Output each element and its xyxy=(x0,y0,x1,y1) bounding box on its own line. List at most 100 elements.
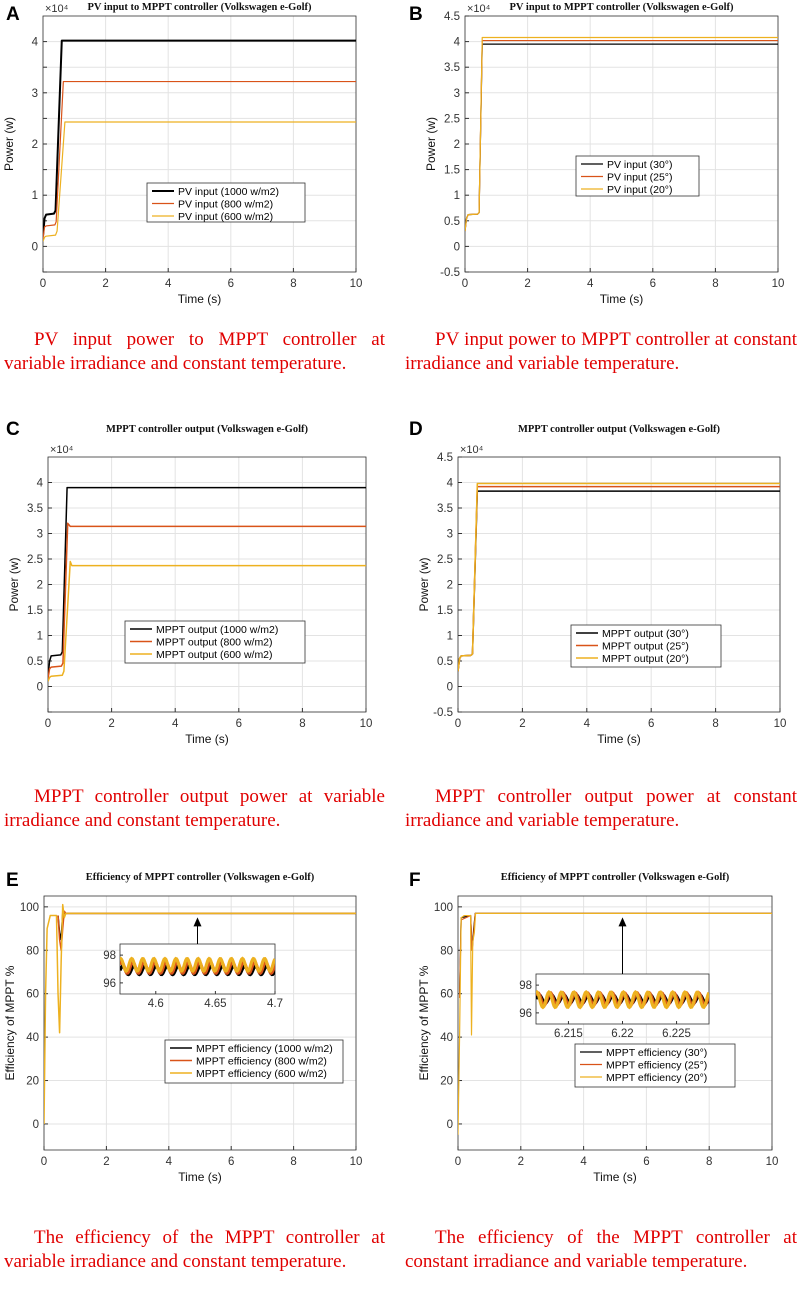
x-tick-label: 0 xyxy=(455,1156,461,1168)
chart-d: MPPT controller output (Volkswagen e-Gol… xyxy=(417,424,787,746)
y-tick-label: 20 xyxy=(26,1076,39,1088)
y-tick-label: 80 xyxy=(26,945,39,957)
chart-title: MPPT controller output (Volkswagen e-Gol… xyxy=(518,424,721,435)
legend-label-2: MPPT output (25°) xyxy=(602,640,689,652)
x-tick-label: 8 xyxy=(712,278,718,290)
x-tick-label: 6 xyxy=(228,278,234,290)
y-axis-label: Efficiency of MPPT % xyxy=(417,965,431,1080)
series-group xyxy=(48,486,366,682)
x-tick-label: 8 xyxy=(299,718,305,730)
x-axis-label: Time (s) xyxy=(178,292,222,306)
y-tick-label: 0 xyxy=(32,241,38,253)
series-line-1 xyxy=(57,912,356,941)
legend: MPPT efficiency (1000 w/m2)MPPT efficien… xyxy=(164,1039,344,1084)
y-tick-label: 1 xyxy=(447,631,453,643)
grid xyxy=(43,896,357,1150)
caption-e: The efficiency of the MPPT controller at… xyxy=(4,1226,385,1274)
y-tick-label: 1.5 xyxy=(437,605,453,617)
legend-label-1: PV input (30°) xyxy=(607,159,672,171)
panel-letter-f: F xyxy=(409,870,421,891)
grid xyxy=(457,456,781,713)
legend-label-2: PV input (25°) xyxy=(607,171,672,183)
x-tick-label: 2 xyxy=(103,1156,109,1168)
inset-lines xyxy=(120,956,275,977)
legend-label-3: MPPT efficiency (20°) xyxy=(606,1072,707,1084)
series-group xyxy=(458,912,772,1135)
y-tick-label: -0.5 xyxy=(440,267,460,279)
series-line-1 xyxy=(465,43,778,232)
x-axis-label: Time (s) xyxy=(597,732,641,746)
series-line-1 xyxy=(43,39,356,237)
y-tick-label: 1 xyxy=(454,190,460,202)
panel-a: A PV input to MPPT controller (Volkswage… xyxy=(0,0,400,310)
caption-f-text: The efficiency of the MPPT controller at… xyxy=(405,1227,797,1272)
x-axis-label: Time (s) xyxy=(600,292,644,306)
y-tick-label: 4 xyxy=(32,37,39,49)
caption-b: PV input power to MPPT controller at con… xyxy=(405,328,797,376)
y-tick-label: 2.5 xyxy=(437,554,453,566)
series-line-3 xyxy=(44,903,356,1124)
y-tick-label: 2 xyxy=(32,139,38,151)
x-tick-label: 6 xyxy=(228,1156,234,1168)
inset-y-tick-label: 98 xyxy=(103,950,116,962)
y-tick-label: 1 xyxy=(37,631,43,643)
x-tick-label: 6 xyxy=(650,278,656,290)
y-tick-label: 4.5 xyxy=(437,452,453,464)
x-tick-label: 0 xyxy=(455,718,461,730)
y-tick-label: 40 xyxy=(26,1032,39,1044)
plot-frame xyxy=(43,895,357,1151)
y-tick-label: 2.5 xyxy=(27,554,43,566)
y-axis-label: Power (w) xyxy=(417,557,431,611)
legend-label-3: MPPT output (20°) xyxy=(602,653,689,665)
y-axis-label: Power (w) xyxy=(424,117,438,171)
series-line-3 xyxy=(458,482,780,672)
y-tick-label: 1 xyxy=(32,190,38,202)
caption-a-text: PV input power to MPPT controller at var… xyxy=(4,329,385,374)
y-tick-label: 0.5 xyxy=(437,656,453,668)
x-axis-label: Time (s) xyxy=(185,732,229,746)
y-exponent: ×10⁴ xyxy=(460,444,484,456)
y-tick-label: 2 xyxy=(37,580,43,592)
series-line-3 xyxy=(43,121,356,242)
caption-c: MPPT controller output power at variable… xyxy=(4,785,385,833)
chart-b: PV input to MPPT controller (Volkswagen … xyxy=(424,2,785,306)
x-tick-label: 4 xyxy=(166,1156,173,1168)
series-line-2 xyxy=(48,522,366,679)
series-group xyxy=(465,36,778,232)
y-exponent: ×10⁴ xyxy=(50,444,74,456)
x-tick-label: 10 xyxy=(774,718,787,730)
x-tick-label: 2 xyxy=(102,278,108,290)
grid xyxy=(42,16,357,273)
legend-box xyxy=(124,620,306,664)
legend-label-2: MPPT efficiency (25°) xyxy=(606,1059,707,1071)
chart-title: PV input to MPPT controller (Volkswagen … xyxy=(88,2,313,13)
x-tick-label: 10 xyxy=(350,1156,363,1168)
y-tick-label: 4 xyxy=(447,478,454,490)
y-tick-label: 0 xyxy=(33,1119,39,1131)
chart-c: MPPT controller output (Volkswagen e-Gol… xyxy=(7,424,372,746)
y-tick-label: 1.5 xyxy=(444,165,460,177)
caption-d-text: MPPT controller output power at constant… xyxy=(405,786,797,831)
x-tick-label: 10 xyxy=(772,278,785,290)
legend: MPPT output (30°)MPPT output (25°)MPPT o… xyxy=(570,624,722,668)
legend-box xyxy=(164,1039,344,1084)
y-exponent: ×10⁴ xyxy=(467,3,491,15)
y-tick-label: 0 xyxy=(447,682,453,694)
legend-label-1: MPPT efficiency (30°) xyxy=(606,1047,707,1059)
y-tick-label: 4 xyxy=(37,478,44,490)
series-group xyxy=(44,903,356,1124)
inset-x-tick-label: 6.22 xyxy=(611,1028,633,1040)
x-tick-label: 6 xyxy=(648,718,654,730)
x-tick-label: 10 xyxy=(350,278,363,290)
x-axis-label: Time (s) xyxy=(178,1170,222,1184)
chart-a: PV input to MPPT controller (Volkswagen … xyxy=(2,2,363,306)
x-tick-label: 8 xyxy=(706,1156,712,1168)
inset-y-tick-label: 96 xyxy=(103,978,116,990)
panel-letter-d: D xyxy=(409,419,423,440)
x-tick-label: 2 xyxy=(518,1156,524,1168)
panel-d: D MPPT controller output (Volkswagen e-G… xyxy=(403,415,803,770)
inset-x-tick-label: 4.7 xyxy=(267,998,283,1010)
y-tick-label: 1.5 xyxy=(27,605,43,617)
y-tick-label: 0 xyxy=(454,241,460,253)
x-tick-label: 0 xyxy=(462,278,468,290)
